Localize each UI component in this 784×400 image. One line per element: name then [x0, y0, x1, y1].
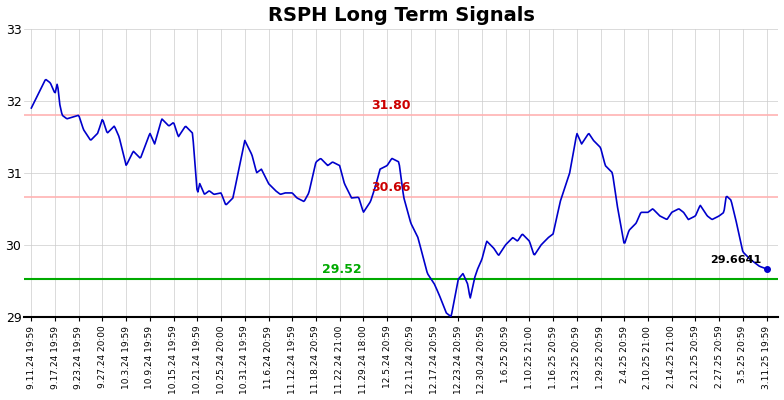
Title: RSPH Long Term Signals: RSPH Long Term Signals	[268, 6, 535, 24]
Text: 29.52: 29.52	[322, 263, 361, 276]
Text: 31.80: 31.80	[371, 99, 411, 112]
Text: 29.6641: 29.6641	[710, 254, 762, 264]
Text: 30.66: 30.66	[371, 181, 411, 194]
